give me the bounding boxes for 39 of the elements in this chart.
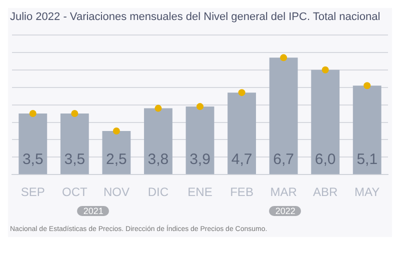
chart-title: Julio 2022 - Variaciones mensuales del Nivel general del IPC. Total nacional <box>9 10 382 25</box>
x-tick-label: FEB <box>230 185 254 200</box>
bar <box>311 70 340 174</box>
data-label: 3,5 <box>22 151 44 168</box>
x-tick-label: SEP <box>20 185 45 200</box>
bar <box>186 106 214 174</box>
point <box>196 103 204 110</box>
x-tick-label: MAY <box>354 185 380 200</box>
point <box>280 54 288 62</box>
x-tick-label: MAR <box>270 185 298 200</box>
bar <box>269 58 298 174</box>
x-tick-label: OCT <box>62 185 88 200</box>
data-label: 6,7 <box>273 151 294 168</box>
text: 2021 <box>77 206 110 216</box>
x-tick-label: NOV <box>103 185 130 200</box>
bar <box>228 92 256 174</box>
point <box>364 82 371 90</box>
text: 2022 <box>269 206 302 216</box>
data-label: 2,5 <box>106 151 127 168</box>
x-tick-label: ABR <box>312 185 338 200</box>
point <box>71 110 78 118</box>
data-label: 5,1 <box>356 151 378 168</box>
point <box>29 110 36 118</box>
point <box>112 127 120 134</box>
bar <box>60 114 89 174</box>
data-label: 3,8 <box>148 151 169 168</box>
bar <box>102 130 131 174</box>
data-label: 4,7 <box>231 151 252 168</box>
point <box>154 104 162 112</box>
x-tick-label: DIC <box>148 185 169 200</box>
x-tick-label: ENE <box>188 185 212 200</box>
data-label: 6,0 <box>314 151 336 168</box>
bar <box>144 108 172 174</box>
bar <box>18 114 48 174</box>
point <box>238 89 246 96</box>
data-label: 3,5 <box>64 151 86 168</box>
point <box>322 66 329 74</box>
data-label: 3,9 <box>190 151 210 168</box>
bar <box>352 86 382 174</box>
